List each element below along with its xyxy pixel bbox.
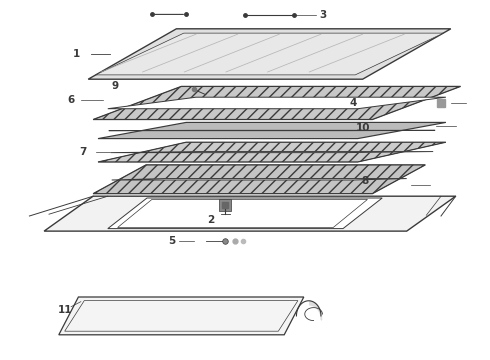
- Polygon shape: [96, 33, 443, 75]
- Polygon shape: [98, 122, 446, 139]
- Polygon shape: [93, 86, 461, 120]
- Polygon shape: [112, 179, 407, 180]
- Polygon shape: [118, 199, 368, 228]
- Text: 6: 6: [68, 95, 74, 105]
- Text: 9: 9: [112, 81, 119, 91]
- Polygon shape: [109, 130, 435, 131]
- Polygon shape: [111, 152, 433, 153]
- Text: 7: 7: [79, 147, 87, 157]
- Text: 11: 11: [57, 305, 72, 315]
- Text: 4: 4: [349, 98, 357, 108]
- Polygon shape: [108, 97, 446, 109]
- Text: 5: 5: [168, 236, 175, 246]
- Polygon shape: [44, 196, 456, 231]
- Text: 8: 8: [362, 176, 368, 186]
- Polygon shape: [98, 142, 446, 162]
- Text: 2: 2: [207, 215, 214, 225]
- Polygon shape: [59, 297, 304, 335]
- Polygon shape: [108, 198, 382, 229]
- Text: 3: 3: [320, 10, 327, 20]
- Polygon shape: [93, 165, 425, 194]
- Text: 10: 10: [355, 123, 370, 133]
- Polygon shape: [88, 29, 451, 79]
- Text: 1: 1: [73, 49, 79, 59]
